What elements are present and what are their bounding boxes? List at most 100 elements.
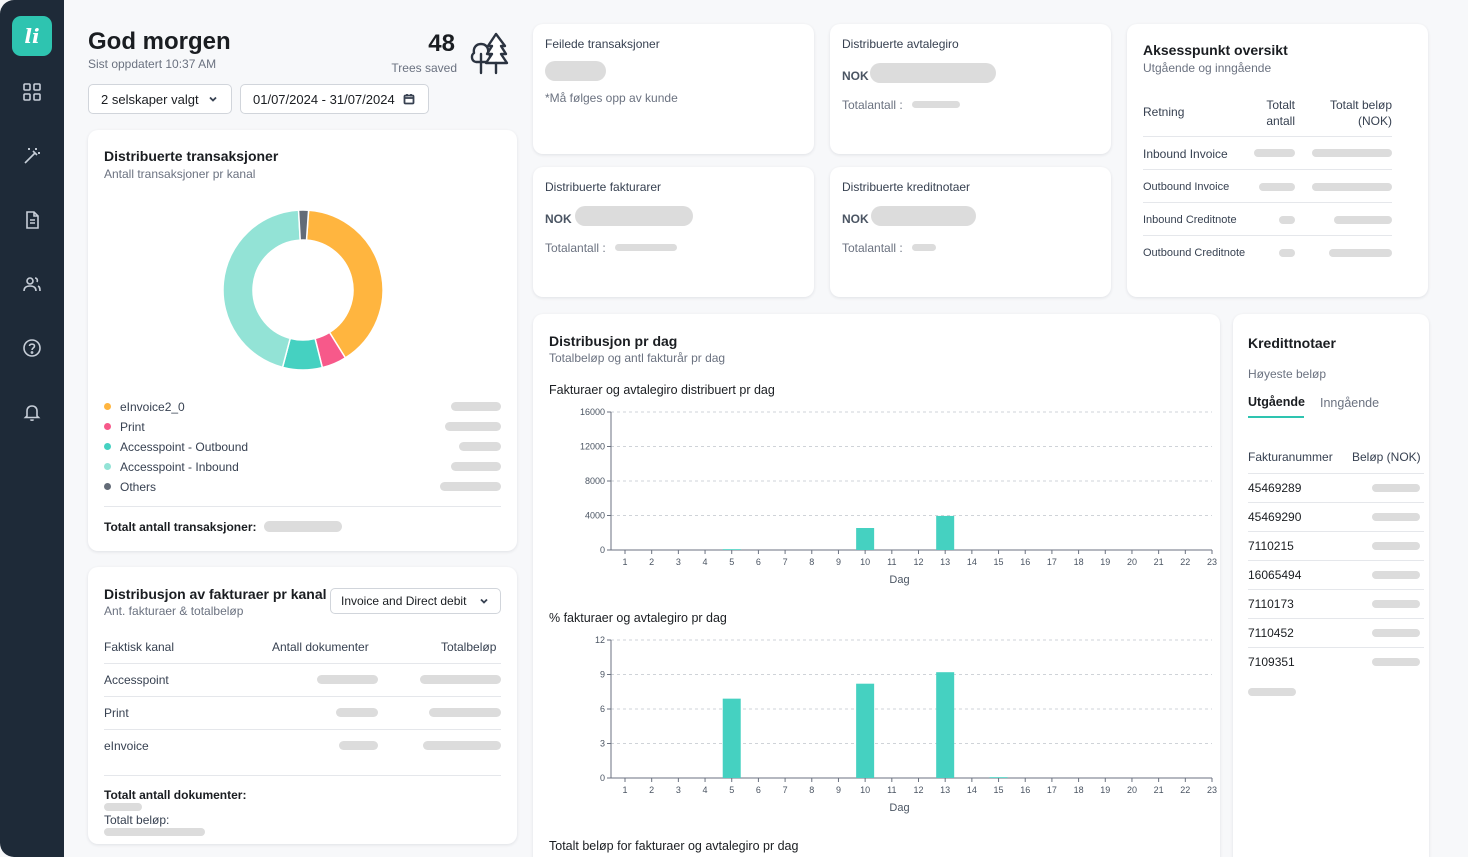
document-type-select[interactable]: Invoice and Direct debit [330,588,501,614]
card-title: Kredittnotaer [1248,335,1336,351]
donut-slice-0[interactable] [305,209,384,359]
divider [1248,560,1424,561]
calendar-icon [403,94,415,105]
credit-note-number[interactable]: 45469290 [1248,510,1302,524]
credit-note-number[interactable]: 45469289 [1248,481,1302,495]
x-tick-label: 3 [676,557,681,567]
legend-label: Accesspoint - Outbound [120,440,249,454]
credit-note-number[interactable]: 7109351 [1248,655,1295,669]
x-tick-label: 9 [836,785,841,795]
x-tick-label: 17 [1047,785,1057,795]
divider [1248,618,1424,619]
column-header-count: Totalt antall [1266,98,1295,128]
company-select[interactable]: 2 selskaper valgt [88,84,232,114]
x-tick-label: 2 [649,785,654,795]
pagination-placeholder [1248,688,1296,696]
donut-slice-4[interactable] [297,209,310,241]
currency-label: NOK [842,69,869,83]
direction-row-label: Inbound Invoice [1143,147,1228,161]
tab-incoming[interactable]: Inngående [1320,396,1380,410]
users-icon[interactable] [20,272,44,296]
credit-note-amount-placeholder [1372,600,1420,608]
credit-note-number[interactable]: 7110173 [1248,597,1294,611]
grid-icon[interactable] [20,80,44,104]
help-icon[interactable] [20,336,44,360]
column-header-total: Totalbeløp [441,640,497,654]
kpi-value-placeholder [870,63,996,83]
bar[interactable] [856,683,875,778]
date-range-picker[interactable]: 01/07/2024 - 31/07/2024 [240,84,429,114]
donut-slice-3[interactable] [222,209,302,369]
legend-label: Accesspoint - Inbound [120,460,239,474]
kpi-value-placeholder [545,61,606,81]
active-tab-indicator [1248,416,1304,418]
tab-outgoing[interactable]: Utgående [1248,395,1305,409]
x-tick-label: 13 [940,785,950,795]
bar[interactable] [936,672,955,778]
card-subtitle: Antall transaksjoner pr kanal [104,167,256,181]
x-tick-label: 7 [783,557,788,567]
legend-color-dot [104,443,111,450]
currency-label: NOK [545,212,572,226]
x-tick-label: 16 [1020,557,1030,567]
x-tick-label: 2 [649,557,654,567]
count-placeholder [1259,183,1295,191]
count-placeholder [1279,249,1295,257]
y-tick-label: 0 [600,773,605,783]
y-tick-label: 6 [600,704,605,714]
bar[interactable] [722,698,741,778]
chart-title: % fakturaer og avtalegiro pr dag [549,611,727,625]
amount-placeholder [1312,149,1392,157]
direction-row-label: Outbound Creditnote [1143,247,1246,259]
x-tick-label: 4 [703,557,708,567]
total-transactions-value-placeholder [264,521,342,532]
amount-placeholder [423,741,501,750]
x-tick-label: 20 [1127,785,1137,795]
date-range-value: 01/07/2024 - 31/07/2024 [253,91,395,107]
x-tick-label: 8 [809,785,814,795]
credit-note-amount-placeholder [1372,629,1420,637]
divider [104,663,501,664]
bar[interactable] [936,515,955,550]
invoices-card [533,167,814,297]
count-placeholder [317,675,378,684]
divider [1143,235,1392,236]
x-tick-label: 17 [1047,557,1057,567]
x-tick-label: 16 [1020,785,1030,795]
x-tick-label: 20 [1127,557,1137,567]
document-type-value: Invoice and Direct debit [341,594,467,608]
document-icon[interactable] [20,208,44,232]
card-title: Aksesspunkt oversikt [1143,42,1288,58]
magic-wand-icon[interactable] [20,144,44,168]
logo-text: li [24,24,40,48]
total-documents-label: Totalt antall dokumenter: [104,788,247,802]
count-placeholder [615,244,677,251]
trees-saved-label: Trees saved [391,61,457,75]
y-tick-label: 0 [600,545,605,555]
x-tick-label: 4 [703,785,708,795]
x-tick-label: 15 [994,557,1004,567]
card-subtitle: Høyeste beløp [1248,367,1327,381]
bar[interactable] [989,777,1008,778]
column-header-invoice-number: Fakturanummer [1248,450,1333,464]
credit-note-number[interactable]: 7110215 [1248,539,1294,553]
y-tick-label: 16000 [580,407,605,417]
kpi-title: Feilede transaksjoner [545,37,660,51]
legend-color-dot [104,423,111,430]
app-logo[interactable]: li [12,16,52,56]
x-tick-label: 23 [1207,785,1217,795]
bell-icon[interactable] [20,400,44,424]
legend-label: eInvoice2_0 [120,400,185,414]
x-tick-label: 8 [809,557,814,567]
bar[interactable] [856,528,875,550]
credit-note-number[interactable]: 16065494 [1248,568,1302,582]
card-title: Distribusjon av fakturaer pr kanal [104,586,327,602]
bar[interactable] [722,549,741,550]
credit-note-amount-placeholder [1372,513,1420,521]
divider [1248,531,1424,532]
trees-saved-count: 48 [428,30,455,57]
chevron-down-icon [208,96,217,102]
credit-note-number[interactable]: 7110452 [1248,626,1294,640]
